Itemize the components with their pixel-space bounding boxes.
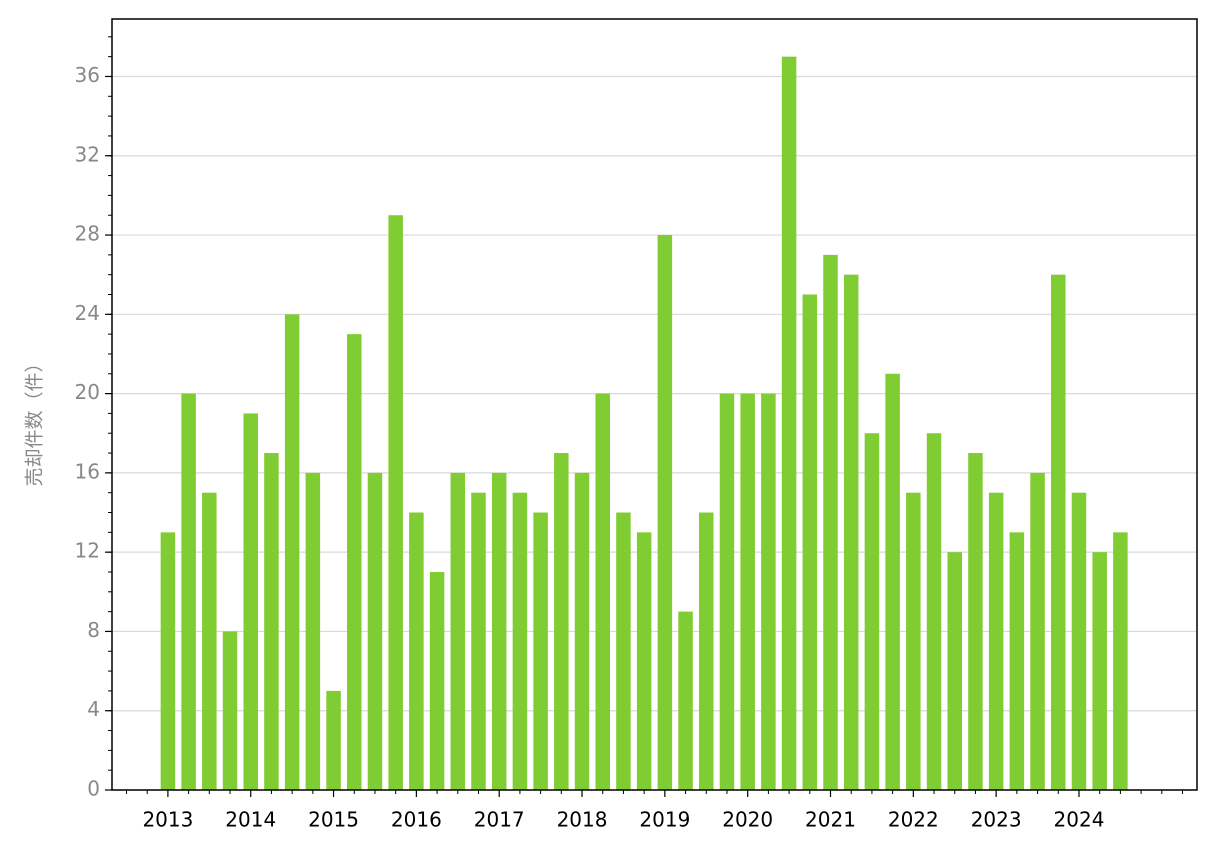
bar (243, 413, 258, 790)
x-tick-label: 2024 (1054, 808, 1105, 832)
bar (864, 433, 880, 790)
bar (181, 393, 196, 790)
bar (843, 274, 859, 790)
y-tick-label: 16 (75, 459, 100, 483)
y-tick-label: 28 (75, 222, 100, 246)
bar (347, 334, 362, 790)
bar (968, 453, 983, 790)
bar (202, 492, 217, 790)
y-tick-label: 0 (87, 777, 100, 801)
bar (781, 56, 797, 791)
bar (616, 512, 631, 790)
x-tick-label: 2019 (639, 808, 690, 832)
x-tick-label: 2014 (225, 808, 276, 832)
bar (367, 472, 383, 790)
bar (947, 552, 962, 790)
bar (1030, 472, 1045, 790)
bar (1071, 492, 1087, 790)
bar (264, 453, 279, 790)
y-tick-label: 8 (87, 618, 100, 642)
y-tick-label: 12 (75, 539, 100, 563)
bar (574, 472, 590, 790)
bar (719, 393, 735, 790)
x-tick-label: 2017 (474, 808, 525, 832)
y-tick-label: 4 (87, 697, 100, 721)
y-axis-label: 売却件数（件） (24, 353, 46, 486)
bar (699, 512, 714, 790)
y-tick-label: 36 (75, 63, 100, 87)
y-tick-label: 24 (75, 301, 100, 325)
bar (284, 314, 300, 790)
x-tick-label: 2022 (888, 808, 939, 832)
bar (1113, 532, 1128, 790)
bar (222, 631, 238, 790)
bar (761, 393, 776, 790)
bar (885, 373, 900, 790)
bar (1092, 552, 1107, 790)
bar (988, 492, 1004, 790)
bar (512, 492, 528, 790)
bar (802, 294, 818, 790)
bar (160, 532, 176, 790)
bar (678, 611, 693, 790)
y-tick-label: 20 (75, 380, 100, 404)
bar (1009, 532, 1025, 790)
bar (906, 492, 921, 790)
bar (305, 472, 321, 790)
x-tick-label: 2021 (805, 808, 856, 832)
x-tick-label: 2016 (391, 808, 442, 832)
x-tick-label: 2023 (971, 808, 1022, 832)
bar (450, 472, 466, 790)
bar (533, 512, 548, 790)
bar (491, 472, 507, 790)
bar (740, 393, 755, 790)
x-tick-label: 2015 (308, 808, 359, 832)
bar (636, 532, 652, 790)
bar (429, 571, 445, 790)
bar (1051, 274, 1066, 790)
bar (926, 433, 942, 790)
bar (409, 512, 424, 790)
y-tick-label: 32 (75, 142, 100, 166)
bar (388, 215, 403, 790)
bar (823, 254, 838, 790)
x-tick-label: 2018 (557, 808, 608, 832)
bar (657, 235, 673, 790)
bar (595, 393, 610, 790)
x-tick-label: 2013 (142, 808, 193, 832)
bar (554, 453, 569, 790)
plot-frame (111, 18, 1198, 791)
x-tick-label: 2020 (722, 808, 773, 832)
bar (326, 690, 341, 790)
bar (471, 492, 486, 790)
